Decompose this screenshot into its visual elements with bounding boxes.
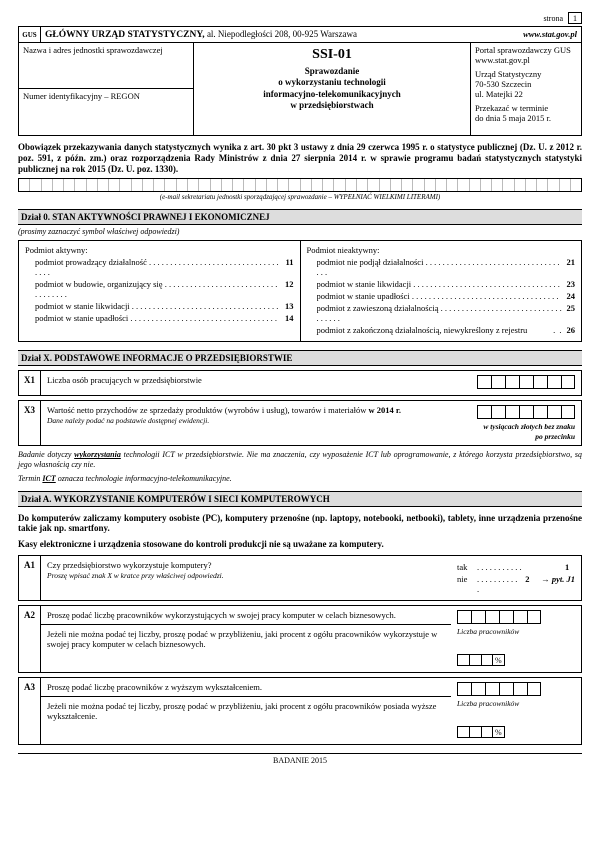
a3-row: A3 Proszę podać liczbę pracowników z wyż… [18,677,582,745]
x3-input[interactable] [477,405,575,419]
ict-note: Termin ICT oznacza technologie informacy… [18,474,582,484]
logo: GUS [19,27,41,42]
regon-field[interactable]: Numer identyfikacyjny – REGON [19,89,193,135]
org-title: GŁÓWNY URZĄD STATYSTYCZNY, al. Niepodleg… [41,27,496,42]
page-number: strona 1 [18,12,582,24]
a1-yes[interactable]: tak1 [457,562,575,572]
header: GUS GŁÓWNY URZĄD STATYSTYCZNY, al. Niepo… [18,26,582,43]
a2-row: A2 Proszę podać liczbę pracowników wykor… [18,605,582,673]
d0-box: Podmiot aktywny: podmiot prowadzący dzia… [18,240,582,342]
a1-row: A1 Czy przedsiębiorstwo wykorzystuje kom… [18,555,582,601]
a3-input[interactable] [457,682,541,696]
da-intro1: Do komputerów zaliczamy komputery osobis… [18,513,582,533]
a2-input[interactable] [457,610,541,624]
legal-note: Obowiązek przekazywania danych statystyc… [18,142,582,174]
email-note: (e-mail sekretariatu jednostki sporządza… [18,193,582,201]
a3-pct-input[interactable]: % [457,726,505,738]
section-d0-title: Dział 0. STAN AKTYWNOŚCI PRAWNEJ I EKONO… [18,209,582,225]
x3-row: X3 Wartość netto przychodów ze sprzedaży… [18,400,582,446]
badanie-note: Badanie dotyczy wykorzystania technologi… [18,450,582,469]
email-input[interactable] [18,178,582,192]
meta-grid: Nazwa i adres jednostki sprawozdawczej N… [18,43,582,136]
url: www.stat.gov.pl [496,27,581,42]
footer: BADANIE 2015 [18,753,582,765]
form-code-block: SSI-01 Sprawozdanie o wykorzystaniu tech… [194,43,471,135]
da-intro2: Kasy elektroniczne i urządzenia stosowan… [18,539,582,549]
a1-no[interactable]: nie2→ pyt. J1 [457,574,575,594]
x1-input[interactable] [477,375,575,389]
section-da-title: Dział A. WYKORZYSTANIE KOMPUTERÓW I SIEC… [18,491,582,507]
x1-row: X1 Liczba osób pracujących w przedsiębio… [18,370,582,396]
contact-block: Portal sprawozdawczy GUSwww.stat.gov.pl … [471,43,581,135]
a2-pct-input[interactable]: % [457,654,505,666]
section-d0-note: (prosimy zaznaczyć symbol właściwej odpo… [18,227,582,236]
section-dx-title: Dział X. PODSTAWOWE INFORMACJE O PRZEDSI… [18,350,582,366]
name-address-field[interactable]: Nazwa i adres jednostki sprawozdawczej [19,43,193,89]
